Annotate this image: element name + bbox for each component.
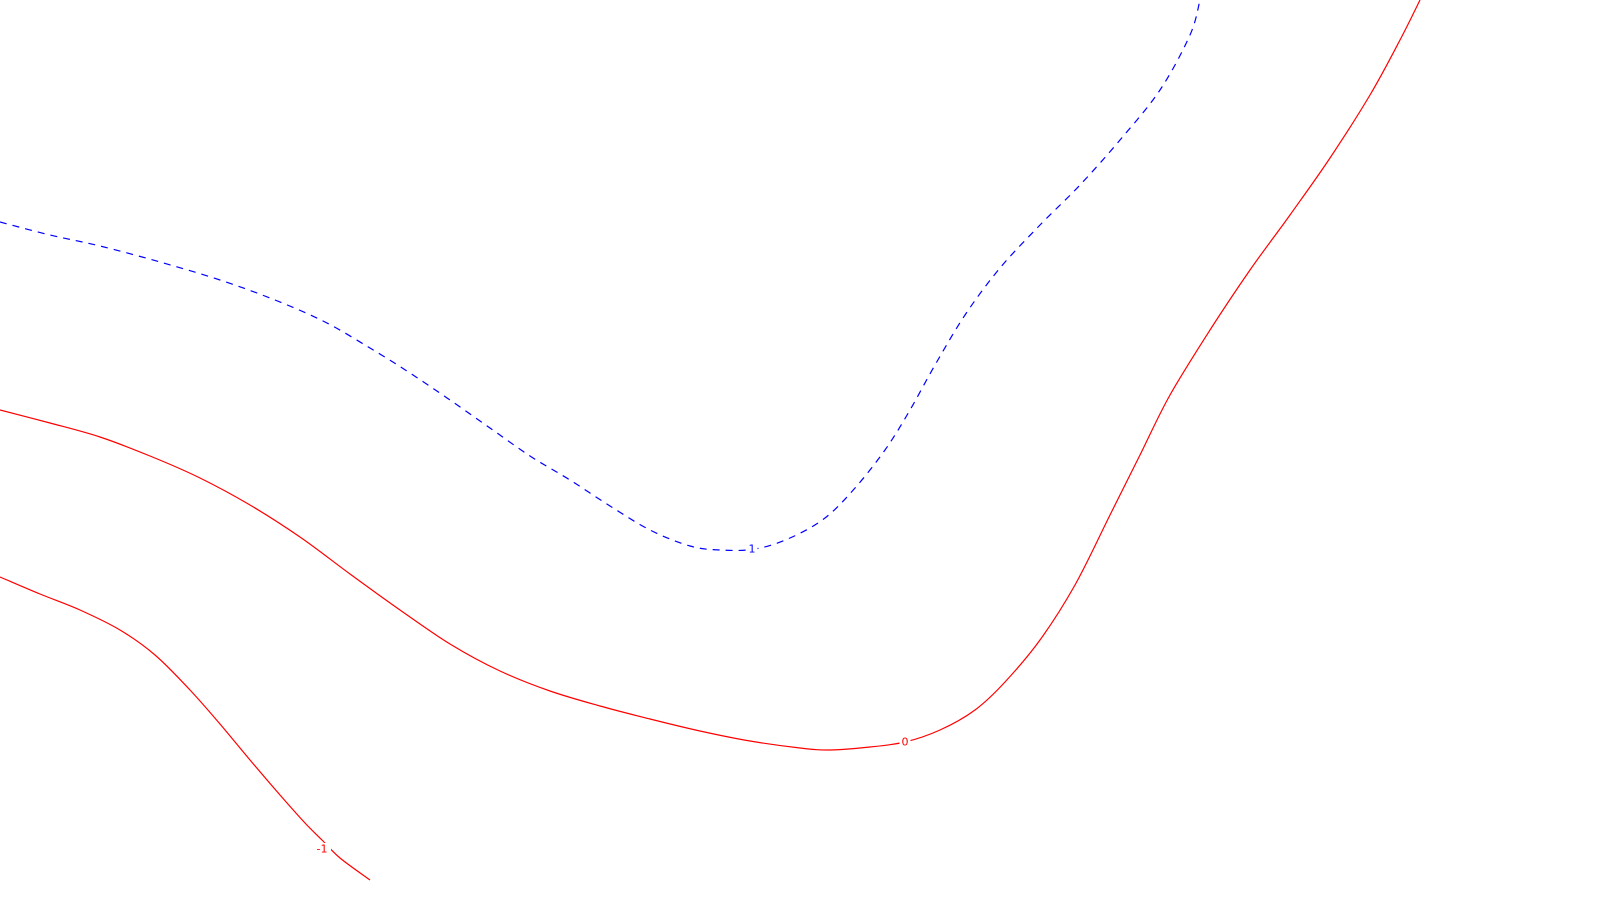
contour-label-level-neg1: -1 <box>317 843 328 856</box>
contour-lines <box>0 0 1421 881</box>
contour-labels: 1 0 -1 <box>313 543 911 856</box>
contour-label-level-1: 1 <box>749 543 756 556</box>
contour-label-bg-neg1 <box>313 843 331 855</box>
contour-label-bg-1 <box>746 543 758 555</box>
contour-line-level-neg1 <box>0 576 371 881</box>
contour-line-level-0 <box>0 0 1421 751</box>
contour-label-bg-0 <box>899 736 911 748</box>
contour-line-level-1 <box>0 0 1201 552</box>
contour-label-level-0: 0 <box>902 736 909 749</box>
